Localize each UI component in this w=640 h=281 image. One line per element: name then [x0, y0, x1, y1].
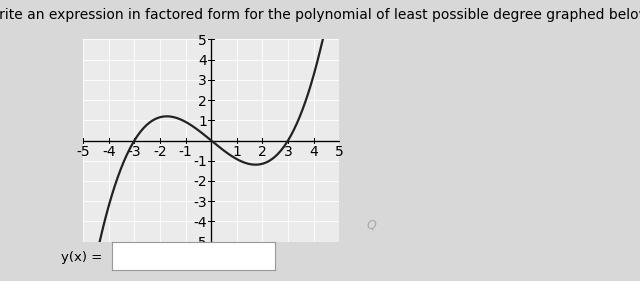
Text: Write an expression in factored form for the polynomial of least possible degree: Write an expression in factored form for… [0, 8, 640, 22]
Text: Q: Q [366, 218, 376, 231]
Text: y(x) =: y(x) = [61, 251, 102, 264]
